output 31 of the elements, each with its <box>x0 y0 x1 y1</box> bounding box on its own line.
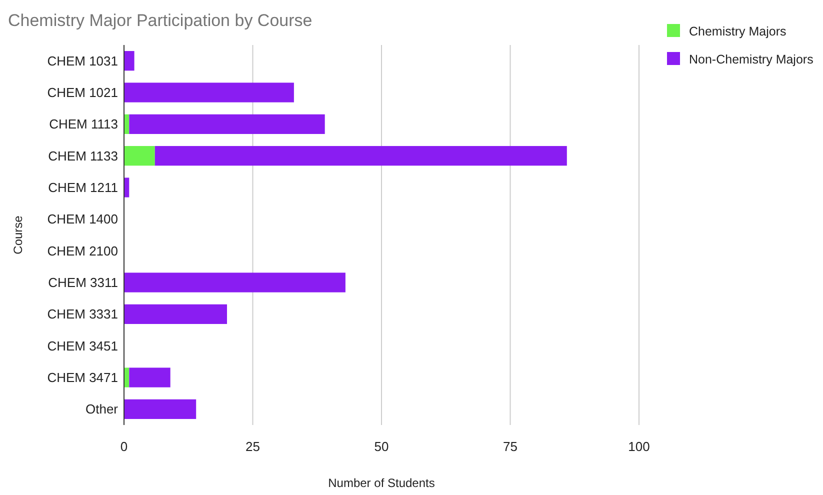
x-tick-label: 100 <box>628 439 650 454</box>
bar <box>124 146 155 166</box>
y-tick-label: CHEM 3471 <box>47 370 118 386</box>
y-tick-label: CHEM 3451 <box>47 338 118 354</box>
y-tick-label: CHEM 3331 <box>47 306 118 322</box>
bar <box>124 304 227 324</box>
y-tick-label: CHEM 1021 <box>47 85 118 100</box>
y-tick-label: CHEM 3311 <box>48 275 118 290</box>
y-tick-label: CHEM 1113 <box>49 116 118 132</box>
bar <box>129 114 325 134</box>
x-tick-label: 50 <box>374 439 389 454</box>
x-axis-title: Number of Students <box>328 476 435 490</box>
chart-title: Chemistry Major Participation by Course <box>8 11 312 30</box>
y-axis-title: Course <box>11 215 25 254</box>
x-tick-label: 25 <box>246 439 260 454</box>
y-tick-label: CHEM 1211 <box>48 180 118 196</box>
bar <box>129 368 170 388</box>
y-tick-label: CHEM 1031 <box>47 53 118 68</box>
bar <box>124 51 134 71</box>
bar <box>124 82 294 102</box>
legend-label: Non-Chemistry Majors <box>689 52 814 66</box>
y-tick-label: CHEM 1400 <box>47 212 118 227</box>
bar <box>154 146 567 166</box>
y-tick-label: Other <box>85 402 119 417</box>
x-tick-label: 0 <box>120 439 128 454</box>
y-tick-label: CHEM 1133 <box>48 148 118 164</box>
y-tick-label: CHEM 2100 <box>47 243 118 258</box>
legend-label: Chemistry Majors <box>689 24 786 38</box>
bar <box>124 399 196 419</box>
x-tick-label: 75 <box>503 439 518 454</box>
bar <box>124 272 346 292</box>
